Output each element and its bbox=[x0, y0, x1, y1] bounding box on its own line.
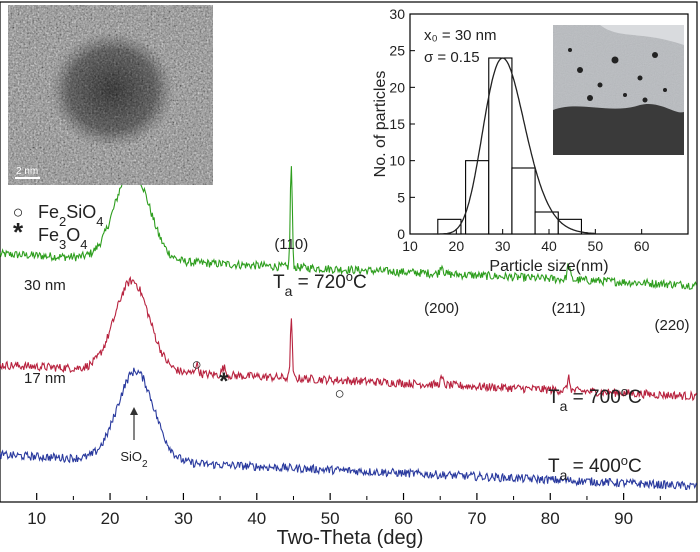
inset-y-axis-label: No. of particles bbox=[372, 71, 389, 178]
phase-marker: * bbox=[219, 368, 229, 395]
main-x-tick-label: 40 bbox=[247, 509, 266, 528]
inset-x-tick-label: 60 bbox=[634, 238, 650, 254]
tem-overview-image bbox=[553, 25, 684, 155]
main-x-tick-label: 60 bbox=[394, 509, 413, 528]
inset-x-tick-label: 40 bbox=[541, 238, 557, 254]
main-x-tick-label: 20 bbox=[101, 509, 120, 528]
anneal-temperature-label: Ta = 400oC bbox=[548, 453, 642, 484]
peak-index-label: (211) bbox=[552, 300, 586, 317]
phase-marker: ○ bbox=[191, 355, 201, 374]
main-x-tick-label: 10 bbox=[27, 509, 46, 528]
tem-hrtem-image: 2 nm bbox=[8, 5, 213, 185]
inset-x-tick-label: 20 bbox=[449, 238, 465, 254]
inset-y-tick-label: 25 bbox=[389, 43, 405, 59]
main-x-axis-label: Two-Theta (deg) bbox=[277, 527, 424, 549]
inset-histogram-bar bbox=[511, 167, 536, 235]
sio2-arrow-head bbox=[130, 407, 138, 415]
inset-histogram-bar bbox=[437, 218, 462, 235]
inset-annotation-x0: x₀ = 30 nm bbox=[424, 27, 497, 44]
inset-y-tick-label: 5 bbox=[397, 189, 405, 205]
main-x-tick-label: 70 bbox=[467, 509, 486, 528]
phase-legend: ○ Fe2SiO4 * Fe3O4 bbox=[13, 202, 104, 252]
sio2-label: SiO2 bbox=[120, 449, 148, 470]
legend-symbol: * bbox=[13, 217, 24, 247]
inset-lognormal-fit bbox=[433, 57, 596, 235]
legend-label: Fe3O4 bbox=[38, 225, 88, 252]
series-label-30nm: 30 nm bbox=[24, 277, 66, 294]
inset-y-tick-label: 15 bbox=[389, 116, 405, 132]
legend-label: Fe2SiO4 bbox=[38, 202, 104, 229]
xrd-series-line bbox=[0, 367, 697, 491]
inset-annotation-sigma: σ = 0.15 bbox=[424, 49, 480, 66]
inset-x-tick-label: 50 bbox=[588, 238, 604, 254]
main-x-axis: 10 20 30 40 50 60 70 80 90 bbox=[0, 493, 661, 528]
main-x-tick-label: 50 bbox=[321, 509, 340, 528]
main-x-tick-label: 90 bbox=[614, 509, 633, 528]
peak-labels: (110) (200) (211) (220) bbox=[274, 236, 689, 334]
series-label-17nm: 17 nm bbox=[24, 370, 66, 387]
peak-index-label: (200) bbox=[424, 300, 459, 317]
xrd-series-group bbox=[0, 166, 697, 491]
inset-x-tick-label: 30 bbox=[495, 238, 511, 254]
xrd-series-line bbox=[0, 275, 697, 402]
legend-symbol: ○ bbox=[13, 202, 24, 222]
peak-index-label: (220) bbox=[654, 317, 689, 334]
inset-y-tick-label: 20 bbox=[389, 79, 405, 95]
anneal-temperature-label: Ta = 700oC bbox=[548, 384, 642, 415]
peak-index-label: (110) bbox=[274, 236, 308, 253]
inset-y-tick-label: 0 bbox=[397, 226, 405, 242]
inset-x-tick-label: 10 bbox=[402, 238, 418, 254]
phase-markers: ○ * ○ bbox=[191, 355, 344, 403]
anneal-temperature-label: Ta = 720oC bbox=[273, 269, 367, 300]
inset-y-tick-label: 30 bbox=[389, 6, 405, 22]
inset-y-tick-label: 10 bbox=[389, 153, 405, 169]
inset-x-axis-label: Particle size(nm) bbox=[489, 258, 608, 275]
inset-histogram-bar bbox=[465, 160, 490, 235]
tem-scale-label: 2 nm bbox=[16, 166, 38, 177]
xrd-series-line bbox=[0, 166, 697, 290]
main-plot-frame bbox=[0, 1, 698, 503]
inset-bars bbox=[437, 57, 582, 235]
sio2-annotation: SiO2 bbox=[120, 407, 148, 470]
inset-axes: 10 20 30 40 50 60 0 5 10 15 20 25 30 bbox=[389, 6, 649, 254]
anneal-labels: Ta = 720oC Ta = 700oC Ta = 400oC bbox=[273, 269, 642, 484]
inset-histogram-bar bbox=[488, 57, 513, 235]
main-x-tick-label: 30 bbox=[174, 509, 193, 528]
phase-marker: ○ bbox=[335, 384, 345, 403]
main-x-tick-label: 80 bbox=[541, 509, 560, 528]
